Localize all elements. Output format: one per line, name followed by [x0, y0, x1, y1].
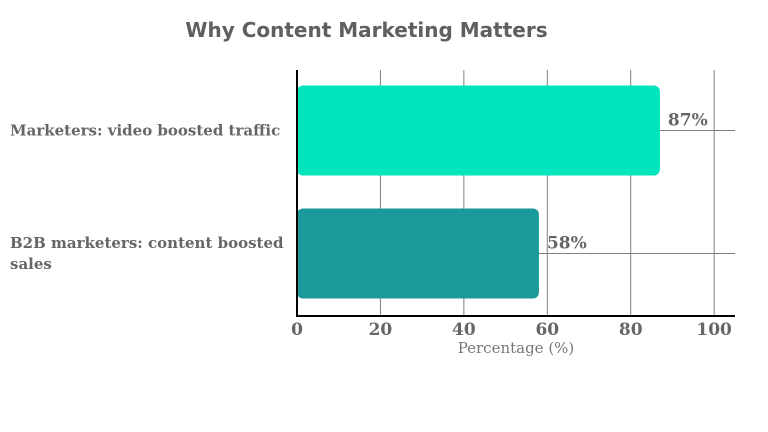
bar [297, 208, 539, 299]
bar [297, 85, 660, 176]
x-tick-label: 20 [369, 320, 393, 340]
x-tick-label: 60 [535, 320, 559, 340]
x-tick-label: 40 [452, 320, 476, 340]
data-label: 87% [668, 111, 708, 131]
axes [296, 70, 735, 317]
data-label: 58% [547, 234, 587, 254]
chart-title: Why Content Marketing Matters [185, 18, 548, 42]
category-label-line: B2B marketers: content boosted [10, 234, 284, 252]
x-tick-label: 0 [291, 320, 303, 340]
category-label-line: sales [10, 255, 52, 273]
labels: 87% Marketers: video boosted traffic 58% B2… [10, 111, 732, 358]
bars [297, 85, 660, 299]
category-label: B2B marketers: content boosted sales [10, 234, 284, 273]
x-tick-label: 100 [696, 320, 732, 340]
category-label: Marketers: video boosted traffic [10, 122, 280, 140]
x-axis-title: Percentage (%) [458, 339, 575, 357]
category-label-line: Marketers: video boosted traffic [10, 122, 280, 140]
x-tick-label: 80 [619, 320, 643, 340]
